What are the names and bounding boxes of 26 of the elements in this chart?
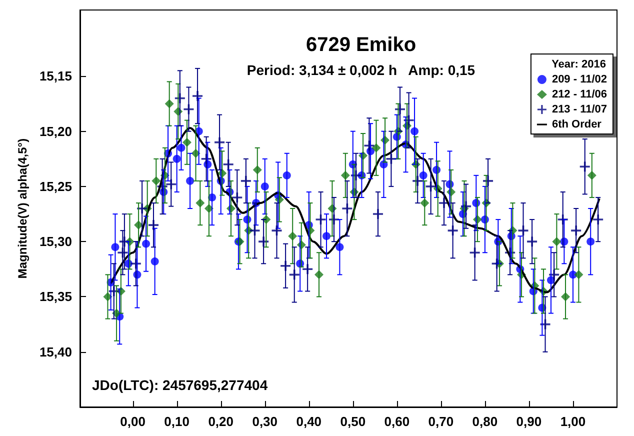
x-tick-label: 0,50 <box>340 414 366 429</box>
x-tick-label: 0,10 <box>164 414 190 429</box>
legend-label: 6th Order <box>552 118 602 130</box>
text: Period: 3,134 ± 0,002 h Amp: 0,15 <box>246 62 476 78</box>
y-tick-label: 15,35 <box>39 289 72 304</box>
legend-label: 213 - 11/07 <box>552 104 608 116</box>
x-tick-label: 0,20 <box>208 414 234 429</box>
x-tick-label: 0,30 <box>252 414 278 429</box>
x-tick-label: 0,40 <box>296 414 322 429</box>
legend-label: 212 - 11/06 <box>552 88 608 100</box>
x-tick-label: 1,00 <box>560 414 586 429</box>
annotation: JDo(LTC): 2457695,277404 <box>92 377 268 393</box>
x-tick-label: 0,70 <box>428 414 454 429</box>
y-axis-title: Magnitude(V) alpha(4,5°) <box>16 138 30 279</box>
text: 6729 Emiko <box>306 34 416 56</box>
legend-label: 209 - 11/02 <box>552 74 608 86</box>
x-tick-label: 0,00 <box>120 414 146 429</box>
x-tick-label: 0,60 <box>384 414 410 429</box>
y-tick-label: 15,40 <box>39 344 72 360</box>
y-tick-label: 15,30 <box>39 234 72 250</box>
y-tick-label: 15,25 <box>39 178 72 194</box>
y-tick-label: 15,20 <box>39 124 72 139</box>
x-tick-label: 0,90 <box>516 414 542 429</box>
legend-title: Year: 2016 <box>552 58 606 70</box>
y-tick-label: 15,15 <box>39 68 72 84</box>
x-tick-label: 0,80 <box>472 414 498 429</box>
